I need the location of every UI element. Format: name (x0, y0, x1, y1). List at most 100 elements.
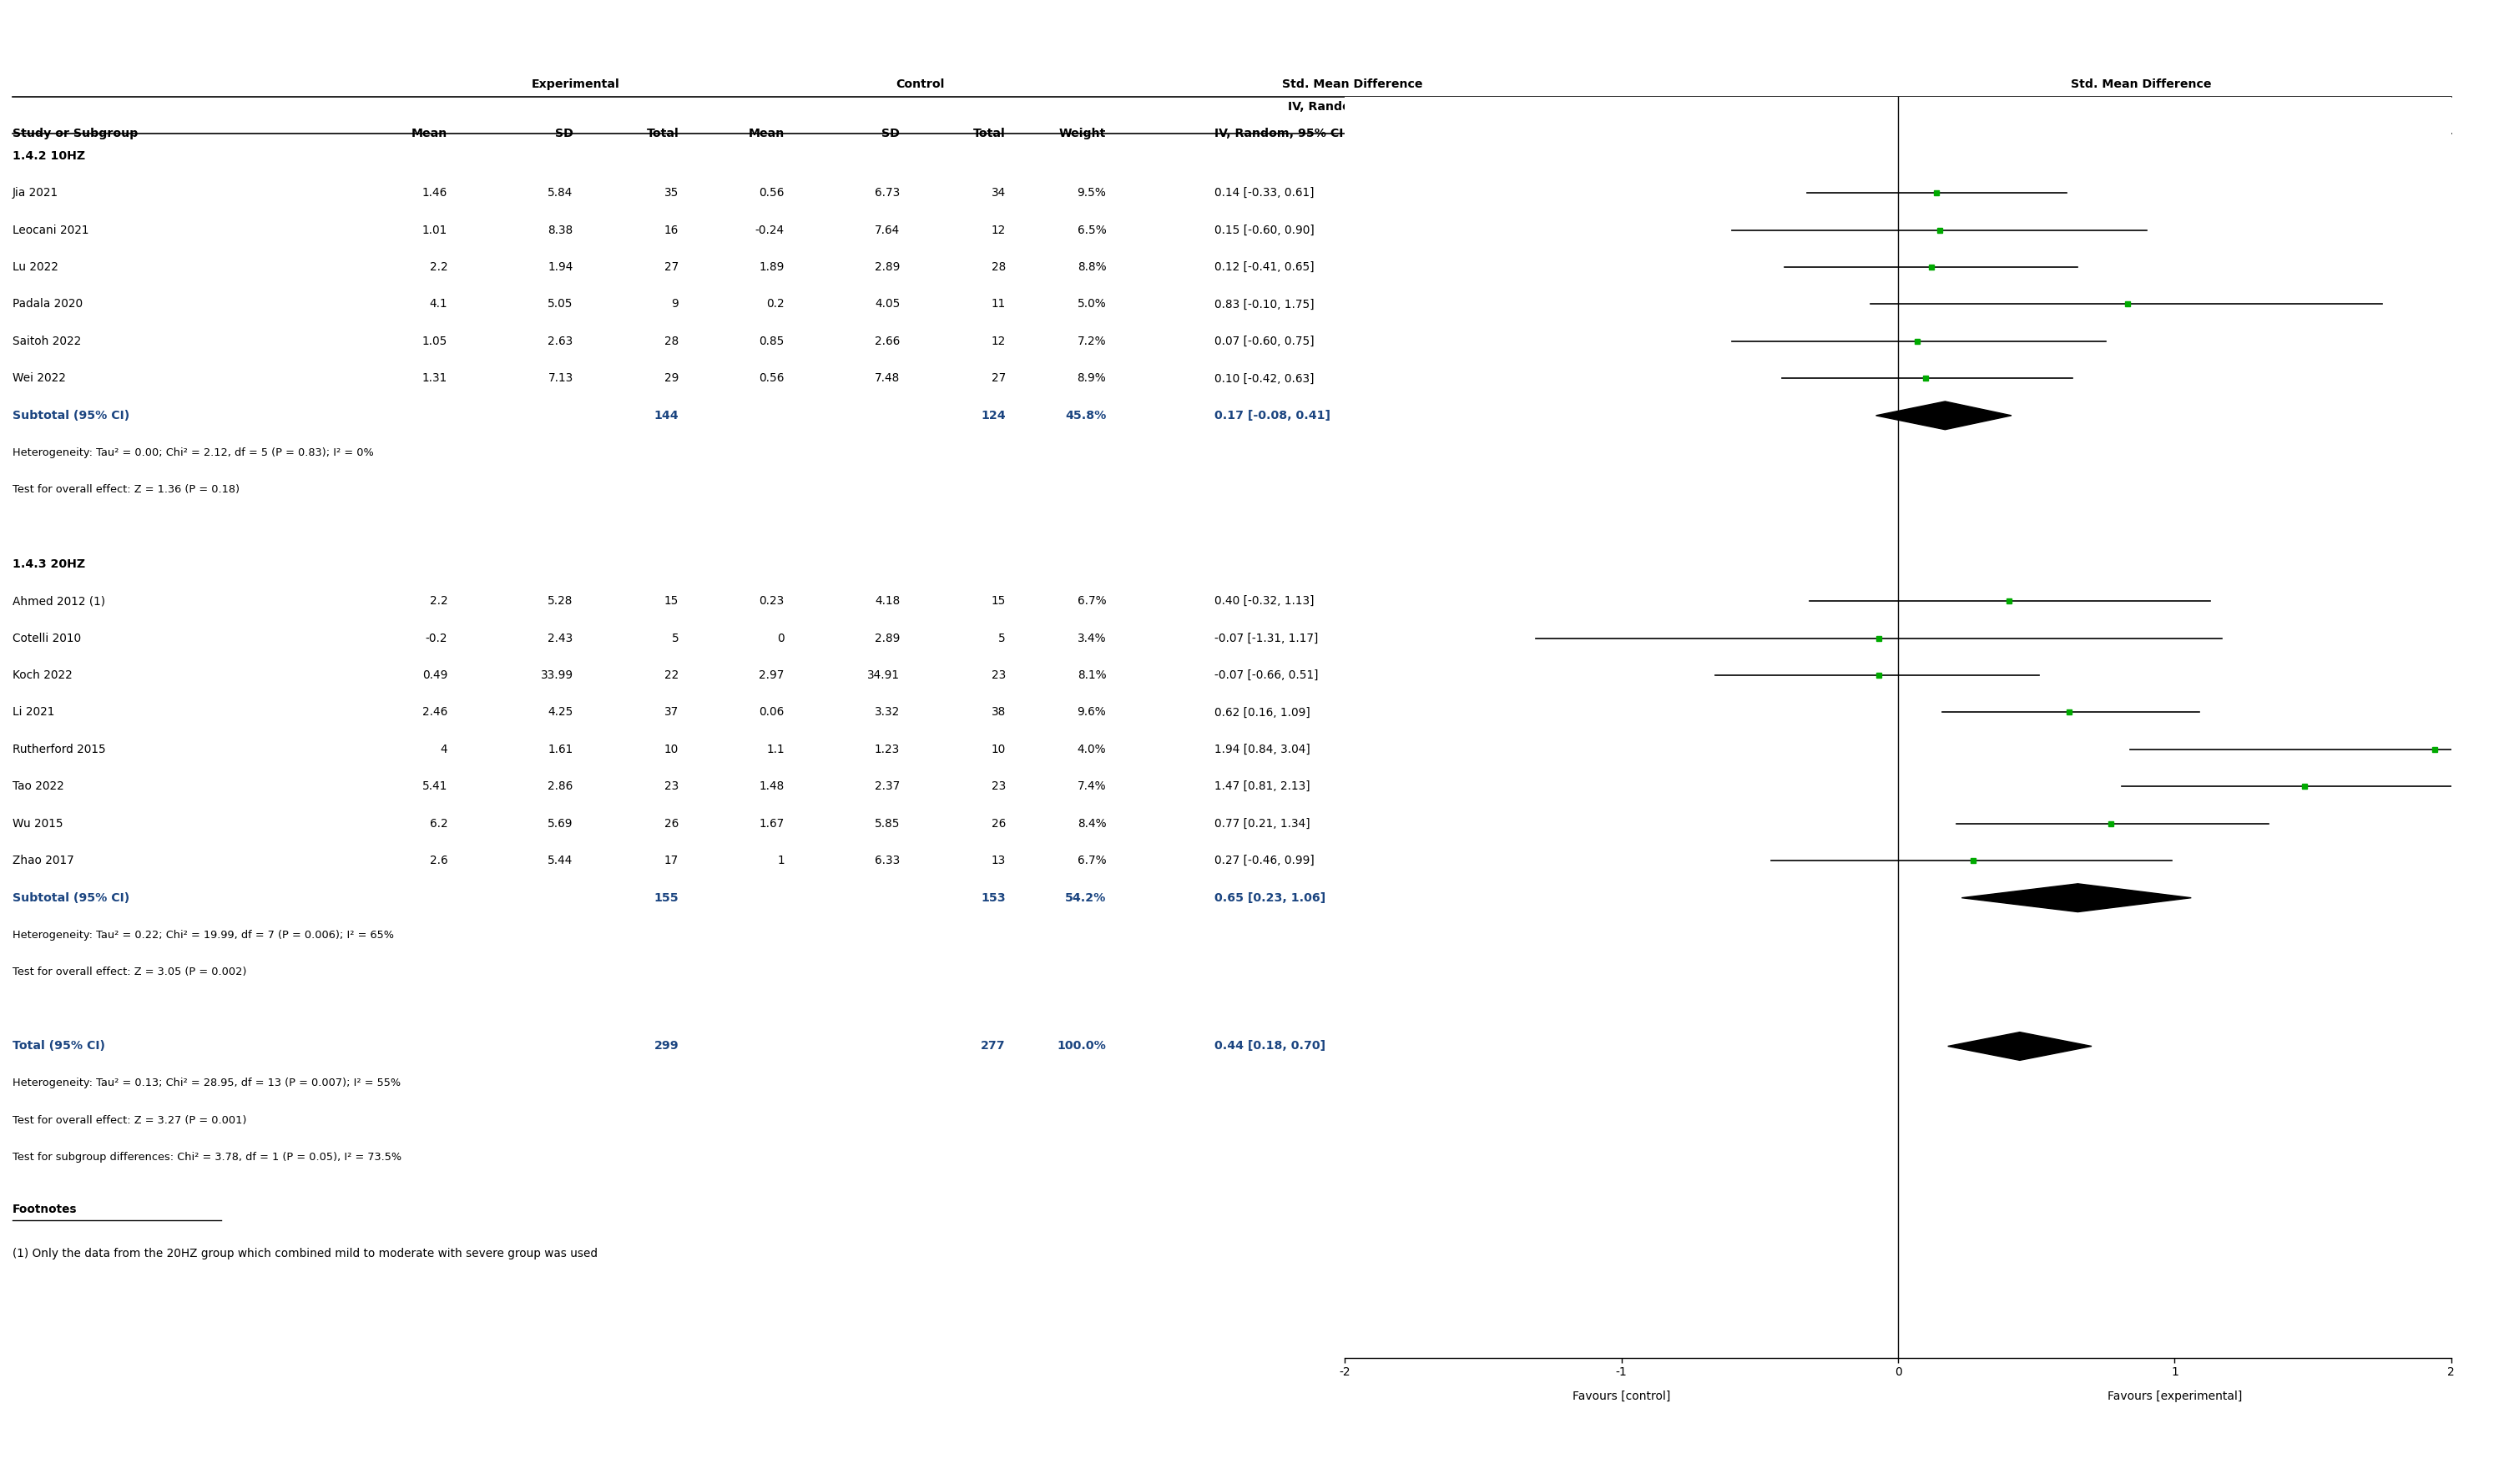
Text: Tao 2022: Tao 2022 (13, 781, 65, 792)
Text: Cotelli 2010: Cotelli 2010 (13, 632, 80, 644)
Text: 0.2: 0.2 (767, 298, 784, 310)
Text: Padala 2020: Padala 2020 (13, 298, 83, 310)
Text: Saitoh 2022: Saitoh 2022 (13, 335, 80, 347)
Text: 6.73: 6.73 (875, 187, 900, 199)
Text: Li 2021: Li 2021 (13, 706, 55, 718)
Text: Test for overall effect: Z = 3.05 (P = 0.002): Test for overall effect: Z = 3.05 (P = 0… (13, 966, 246, 978)
Text: 5.69: 5.69 (548, 818, 573, 830)
Text: Total: Total (973, 128, 1006, 139)
Text: 5: 5 (671, 632, 679, 644)
Text: 8.4%: 8.4% (1079, 818, 1106, 830)
Text: 277: 277 (980, 1040, 1006, 1052)
Text: 0.77 [0.21, 1.34]: 0.77 [0.21, 1.34] (1214, 818, 1310, 830)
Text: 0.10 [-0.42, 0.63]: 0.10 [-0.42, 0.63] (1214, 372, 1315, 384)
Text: -0.07 [-1.31, 1.17]: -0.07 [-1.31, 1.17] (1214, 632, 1317, 644)
Text: 4.05: 4.05 (875, 298, 900, 310)
Text: Favours [control]: Favours [control] (1574, 1391, 1669, 1402)
Text: Heterogeneity: Tau² = 0.00; Chi² = 2.12, df = 5 (P = 0.83); I² = 0%: Heterogeneity: Tau² = 0.00; Chi² = 2.12,… (13, 447, 375, 459)
Text: 6.7%: 6.7% (1079, 595, 1106, 607)
Text: 28: 28 (991, 261, 1006, 273)
Text: 0.07 [-0.60, 0.75]: 0.07 [-0.60, 0.75] (1214, 335, 1315, 347)
Text: 0.65 [0.23, 1.06]: 0.65 [0.23, 1.06] (1214, 892, 1325, 904)
Text: Std. Mean Difference: Std. Mean Difference (2072, 79, 2212, 91)
Text: 3.32: 3.32 (875, 706, 900, 718)
Text: 28: 28 (664, 335, 679, 347)
Text: IV, Random, 95% CI: IV, Random, 95% CI (2077, 101, 2205, 113)
Text: 1.61: 1.61 (548, 743, 573, 755)
Text: 8.8%: 8.8% (1079, 261, 1106, 273)
Text: 2.2: 2.2 (430, 595, 447, 607)
Text: 26: 26 (991, 818, 1006, 830)
Text: 13: 13 (991, 855, 1006, 867)
Text: Leocani 2021: Leocani 2021 (13, 224, 88, 236)
Text: 9: 9 (671, 298, 679, 310)
Text: 33.99: 33.99 (541, 669, 573, 681)
Text: 0.40 [-0.32, 1.13]: 0.40 [-0.32, 1.13] (1214, 595, 1315, 607)
Text: 0.23: 0.23 (759, 595, 784, 607)
Text: 1.23: 1.23 (875, 743, 900, 755)
Text: 2.37: 2.37 (875, 781, 900, 792)
Text: IV, Random, 95% CI: IV, Random, 95% CI (1287, 101, 1418, 113)
Text: 54.2%: 54.2% (1066, 892, 1106, 904)
Text: 1.67: 1.67 (759, 818, 784, 830)
Text: Test for subgroup differences: Chi² = 3.78, df = 1 (P = 0.05), I² = 73.5%: Test for subgroup differences: Chi² = 3.… (13, 1152, 402, 1163)
Text: Koch 2022: Koch 2022 (13, 669, 73, 681)
Text: 5.85: 5.85 (875, 818, 900, 830)
Text: 3.4%: 3.4% (1079, 632, 1106, 644)
Text: Rutherford 2015: Rutherford 2015 (13, 743, 106, 755)
Text: 2.46: 2.46 (422, 706, 447, 718)
Text: 1.47 [0.81, 2.13]: 1.47 [0.81, 2.13] (1214, 781, 1310, 792)
Text: -0.2: -0.2 (425, 632, 447, 644)
Polygon shape (1948, 1033, 2092, 1060)
Text: 38: 38 (991, 706, 1006, 718)
Text: IV, Random, 95% CI: IV, Random, 95% CI (1214, 128, 1342, 139)
Text: 0.56: 0.56 (759, 187, 784, 199)
Text: 23: 23 (991, 781, 1006, 792)
Text: 4: 4 (440, 743, 447, 755)
Text: 6.5%: 6.5% (1076, 224, 1106, 236)
Text: 26: 26 (664, 818, 679, 830)
Text: Subtotal (95% CI): Subtotal (95% CI) (13, 892, 131, 904)
Text: Jia 2021: Jia 2021 (13, 187, 58, 199)
Text: 0.62 [0.16, 1.09]: 0.62 [0.16, 1.09] (1214, 706, 1310, 718)
Text: 16: 16 (664, 224, 679, 236)
Text: 23: 23 (991, 669, 1006, 681)
Text: 1.31: 1.31 (422, 372, 447, 384)
Text: Footnotes: Footnotes (13, 1204, 78, 1215)
Text: 100.0%: 100.0% (1056, 1040, 1106, 1052)
Text: 2.86: 2.86 (548, 781, 573, 792)
Text: 0.12 [-0.41, 0.65]: 0.12 [-0.41, 0.65] (1214, 261, 1315, 273)
Text: Ahmed 2012 (1): Ahmed 2012 (1) (13, 595, 106, 607)
Text: 9.6%: 9.6% (1076, 706, 1106, 718)
Text: 1.46: 1.46 (422, 187, 447, 199)
Text: 27: 27 (664, 261, 679, 273)
Text: 0.44 [0.18, 0.70]: 0.44 [0.18, 0.70] (1214, 1040, 1325, 1052)
Text: Total (95% CI): Total (95% CI) (13, 1040, 106, 1052)
Text: 17: 17 (664, 855, 679, 867)
Text: Study or Subgroup: Study or Subgroup (13, 128, 138, 139)
Text: 4.1: 4.1 (430, 298, 447, 310)
Text: Subtotal (95% CI): Subtotal (95% CI) (13, 410, 131, 421)
Text: Test for overall effect: Z = 3.27 (P = 0.001): Test for overall effect: Z = 3.27 (P = 0… (13, 1114, 246, 1126)
Text: 0.85: 0.85 (759, 335, 784, 347)
Text: 299: 299 (654, 1040, 679, 1052)
Text: 45.8%: 45.8% (1066, 410, 1106, 421)
Text: 12: 12 (991, 335, 1006, 347)
Text: 5: 5 (998, 632, 1006, 644)
Text: 5.0%: 5.0% (1076, 298, 1106, 310)
Text: 8.38: 8.38 (548, 224, 573, 236)
Text: 11: 11 (991, 298, 1006, 310)
Text: 0.17 [-0.08, 0.41]: 0.17 [-0.08, 0.41] (1214, 410, 1330, 421)
Text: 0.14 [-0.33, 0.61]: 0.14 [-0.33, 0.61] (1214, 187, 1315, 199)
Text: 1.94 [0.84, 3.04]: 1.94 [0.84, 3.04] (1214, 743, 1310, 755)
Text: Weight: Weight (1058, 128, 1106, 139)
Text: 1: 1 (777, 855, 784, 867)
Text: Std. Mean Difference: Std. Mean Difference (1282, 79, 1423, 91)
Text: 5.41: 5.41 (422, 781, 447, 792)
Text: 12: 12 (991, 224, 1006, 236)
Text: 124: 124 (980, 410, 1006, 421)
Text: 144: 144 (654, 410, 679, 421)
Text: 1.4.3 20HZ: 1.4.3 20HZ (13, 558, 85, 570)
Text: 5.28: 5.28 (548, 595, 573, 607)
Text: 1.05: 1.05 (422, 335, 447, 347)
